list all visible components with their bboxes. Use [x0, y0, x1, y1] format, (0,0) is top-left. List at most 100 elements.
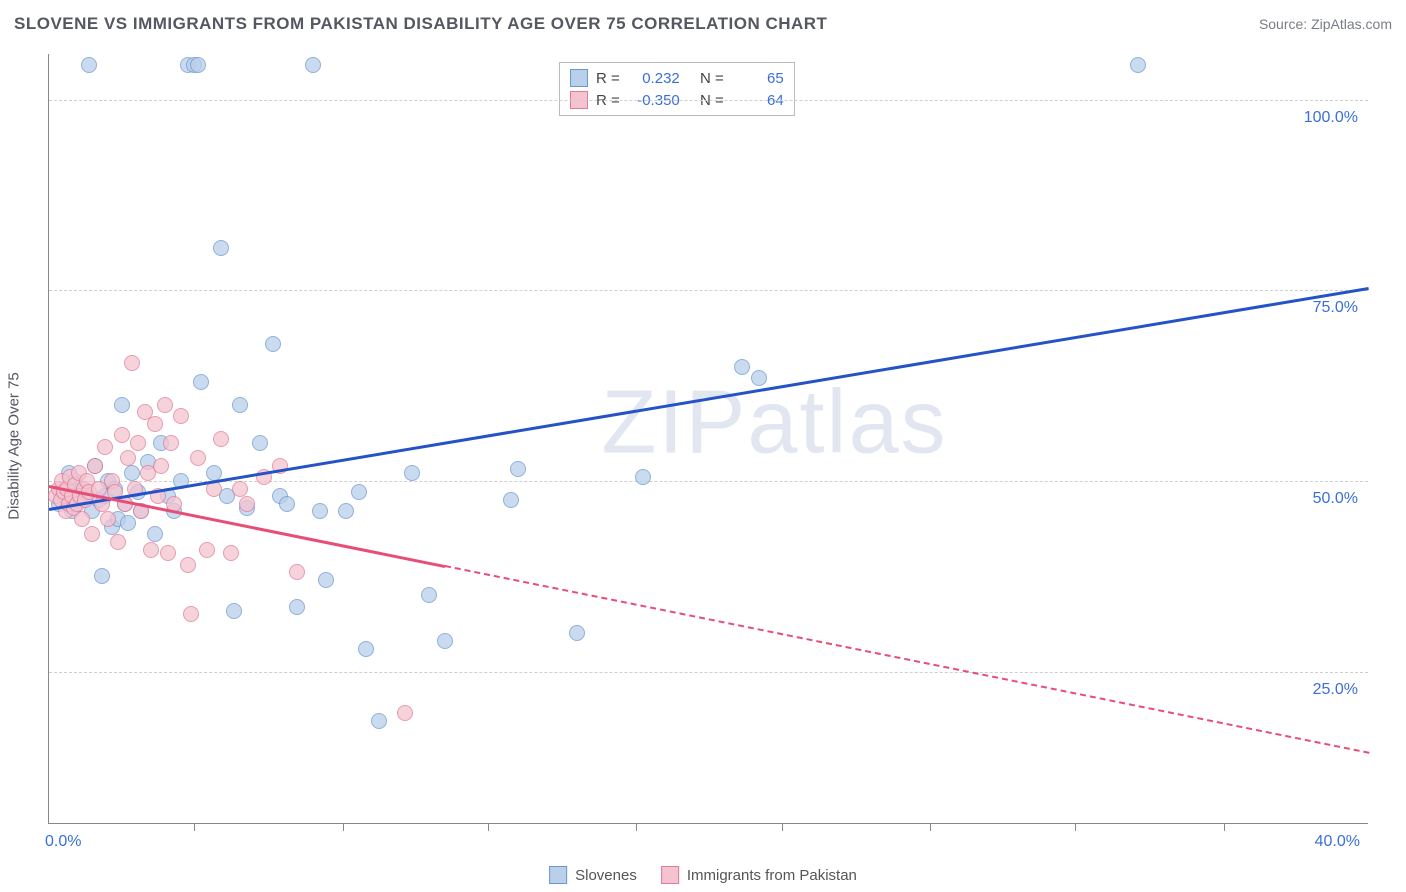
legend-swatch-2 [661, 866, 679, 884]
scatter-point [190, 57, 206, 73]
scatter-point [226, 603, 242, 619]
scatter-point [100, 511, 116, 527]
gridline [49, 100, 1368, 101]
scatter-point [289, 599, 305, 615]
scatter-point [371, 713, 387, 729]
stats-legend-box: R = 0.232 N = 65 R = -0.350 N = 64 [559, 62, 795, 116]
scatter-point [312, 503, 328, 519]
gridline [49, 672, 1368, 673]
scatter-point [358, 641, 374, 657]
scatter-point [84, 526, 100, 542]
trend-line [445, 565, 1369, 754]
scatter-point [510, 461, 526, 477]
scatter-point [153, 458, 169, 474]
stats-row-series-1: R = 0.232 N = 65 [570, 67, 784, 89]
trend-line [49, 287, 1369, 511]
scatter-point [635, 469, 651, 485]
ytick-label: 25.0% [1313, 681, 1358, 699]
chart-title: SLOVENE VS IMMIGRANTS FROM PAKISTAN DISA… [14, 14, 827, 34]
scatter-point [397, 705, 413, 721]
n-value-1: 65 [732, 70, 784, 87]
source-attribution: Source: ZipAtlas.com [1259, 16, 1392, 32]
scatter-point [437, 633, 453, 649]
legend-label-2: Immigrants from Pakistan [687, 867, 857, 884]
scatter-point [120, 450, 136, 466]
scatter-point [114, 427, 130, 443]
scatter-point [124, 355, 140, 371]
scatter-point [318, 572, 334, 588]
ytick-label: 50.0% [1313, 490, 1358, 508]
scatter-point [232, 397, 248, 413]
scatter-point [173, 408, 189, 424]
r-label: R = [596, 70, 620, 87]
scatter-point [124, 465, 140, 481]
scatter-point [338, 503, 354, 519]
scatter-point [193, 374, 209, 390]
scatter-point [97, 439, 113, 455]
source-link[interactable]: ZipAtlas.com [1311, 16, 1392, 32]
scatter-point [279, 496, 295, 512]
scatter-point [421, 587, 437, 603]
scatter-point [143, 542, 159, 558]
scatter-point [1130, 57, 1146, 73]
scatter-point [569, 625, 585, 641]
gridline [49, 290, 1368, 291]
scatter-point [751, 370, 767, 386]
scatter-point [147, 416, 163, 432]
legend-item-2: Immigrants from Pakistan [661, 866, 857, 884]
xtick [1075, 823, 1076, 831]
scatter-point [160, 545, 176, 561]
scatter-point [130, 435, 146, 451]
scatter-point [120, 515, 136, 531]
xtick [194, 823, 195, 831]
scatter-point [223, 545, 239, 561]
legend-label-1: Slovenes [575, 867, 637, 884]
scatter-point [183, 606, 199, 622]
scatter-point [87, 458, 103, 474]
swatch-series-1 [570, 69, 588, 87]
y-axis-label: Disability Age Over 75 [6, 372, 23, 520]
x-end-label: 40.0% [1315, 833, 1360, 851]
scatter-point [199, 542, 215, 558]
source-label: Source: [1259, 16, 1307, 32]
scatter-point [239, 496, 255, 512]
r-value-1: 0.232 [628, 70, 680, 87]
scatter-point [213, 240, 229, 256]
xtick [930, 823, 931, 831]
legend-item-1: Slovenes [549, 866, 637, 884]
xtick [782, 823, 783, 831]
x-origin-label: 0.0% [45, 833, 81, 851]
scatter-point [74, 511, 90, 527]
ytick-label: 75.0% [1313, 299, 1358, 317]
scatter-point [110, 534, 126, 550]
scatter-point [163, 435, 179, 451]
scatter-point [404, 465, 420, 481]
scatter-point [147, 526, 163, 542]
bottom-legend: Slovenes Immigrants from Pakistan [549, 866, 857, 884]
scatter-point [114, 397, 130, 413]
gridline [49, 481, 1368, 482]
scatter-point [734, 359, 750, 375]
legend-swatch-1 [549, 866, 567, 884]
scatter-point [289, 564, 305, 580]
scatter-point [351, 484, 367, 500]
scatter-point [232, 481, 248, 497]
scatter-point [265, 336, 281, 352]
xtick [1224, 823, 1225, 831]
chart-header: SLOVENE VS IMMIGRANTS FROM PAKISTAN DISA… [14, 14, 1392, 34]
plot-area: ZIPatlas R = 0.232 N = 65 R = -0.350 N =… [48, 54, 1368, 824]
chart-container: SLOVENE VS IMMIGRANTS FROM PAKISTAN DISA… [0, 0, 1406, 892]
scatter-point [157, 397, 173, 413]
scatter-point [180, 557, 196, 573]
ytick-label: 100.0% [1304, 109, 1358, 127]
xtick [488, 823, 489, 831]
scatter-point [503, 492, 519, 508]
scatter-point [81, 57, 97, 73]
scatter-point [305, 57, 321, 73]
scatter-point [252, 435, 268, 451]
scatter-point [213, 431, 229, 447]
n-label: N = [700, 70, 724, 87]
xtick [636, 823, 637, 831]
scatter-point [94, 568, 110, 584]
scatter-point [190, 450, 206, 466]
